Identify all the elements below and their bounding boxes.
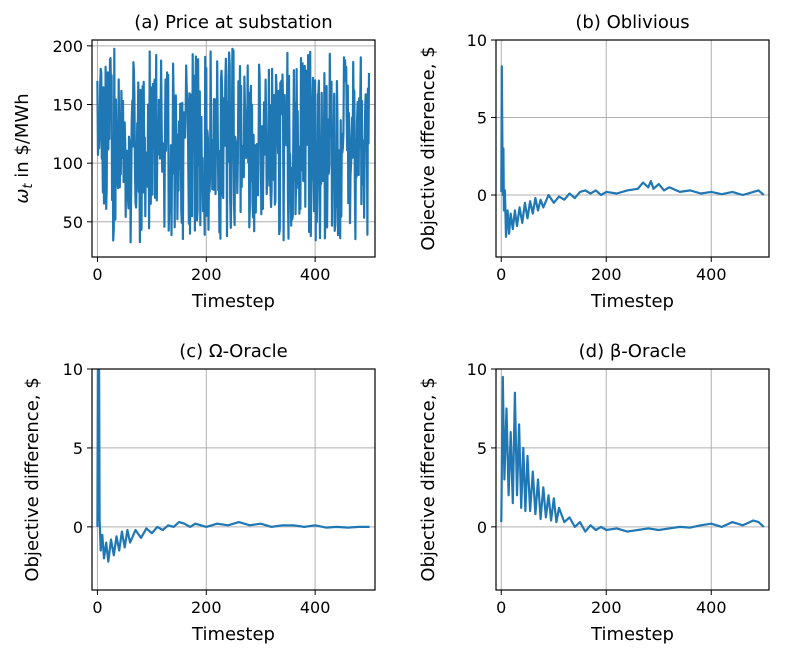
x-axis-label: Timestep <box>590 291 674 312</box>
x-tick-label: 400 <box>300 265 331 284</box>
x-tick-label: 400 <box>696 598 727 617</box>
y-tick-label: 5 <box>73 439 83 458</box>
x-tick-label: 0 <box>496 598 506 617</box>
chart-panel-1: 0 200 400 0 5 10 (b) Oblivious Timestep Objectiv… <box>418 12 770 312</box>
axes-frame <box>495 368 770 591</box>
series-line-price <box>96 47 371 244</box>
chart-panel-2: 0 200 400 0 5 10 (c) Ω-Oracle Timestep Objective… <box>22 341 376 645</box>
y-axis-label: Objective difference, $ <box>418 46 439 250</box>
y-tick-label: 0 <box>73 518 83 537</box>
x-tick-label: 0 <box>92 265 102 284</box>
series-line-beta-oracle <box>500 375 765 533</box>
y-tick-label: 10 <box>467 360 487 379</box>
series-line-oblivious <box>500 65 765 238</box>
y-axis-label: Objective difference, $ <box>22 377 43 581</box>
axes-frame <box>91 368 376 591</box>
chart-panel-3: 0 200 400 0 5 10 (d) β-Oracle Timestep Objective… <box>418 341 770 645</box>
chart-title: (b) Oblivious <box>575 12 689 33</box>
x-tick-label: 400 <box>300 598 331 617</box>
chart-panel-0: 0 200 400 50 100 150 200 (a) Price at substatio… <box>12 12 376 312</box>
x-tick-label: 400 <box>696 265 727 284</box>
chart-title: (a) Price at substation <box>134 12 332 33</box>
y-tick-label: 10 <box>467 31 487 50</box>
x-axis-label: Timestep <box>191 624 275 645</box>
y-tick-label: 10 <box>63 360 83 379</box>
chart-title: (d) β-Oracle <box>579 341 687 362</box>
y-axis-label: ωt in $/MWh <box>12 93 36 203</box>
axes-frame <box>91 39 376 258</box>
x-axis-label: Timestep <box>590 624 674 645</box>
y-tick-label: 0 <box>477 186 487 205</box>
x-tick-label: 200 <box>191 598 222 617</box>
x-tick-label: 200 <box>591 265 622 284</box>
x-tick-label: 0 <box>496 265 506 284</box>
axes-frame <box>495 39 770 258</box>
y-tick-label: 150 <box>52 96 83 115</box>
x-tick-label: 200 <box>591 598 622 617</box>
y-tick-label: 200 <box>52 37 83 56</box>
y-tick-label: 5 <box>477 439 487 458</box>
chart-title: (c) Ω-Oracle <box>179 341 287 362</box>
y-tick-label: 0 <box>477 518 487 537</box>
y-tick-label: 5 <box>477 109 487 128</box>
series-line-omega-oracle <box>96 369 370 563</box>
y-axis-label: Objective difference, $ <box>418 377 439 581</box>
y-tick-label: 50 <box>63 213 83 232</box>
y-tick-label: 100 <box>52 154 83 173</box>
x-tick-label: 0 <box>92 598 102 617</box>
x-axis-label: Timestep <box>191 291 275 312</box>
x-tick-label: 200 <box>191 265 222 284</box>
